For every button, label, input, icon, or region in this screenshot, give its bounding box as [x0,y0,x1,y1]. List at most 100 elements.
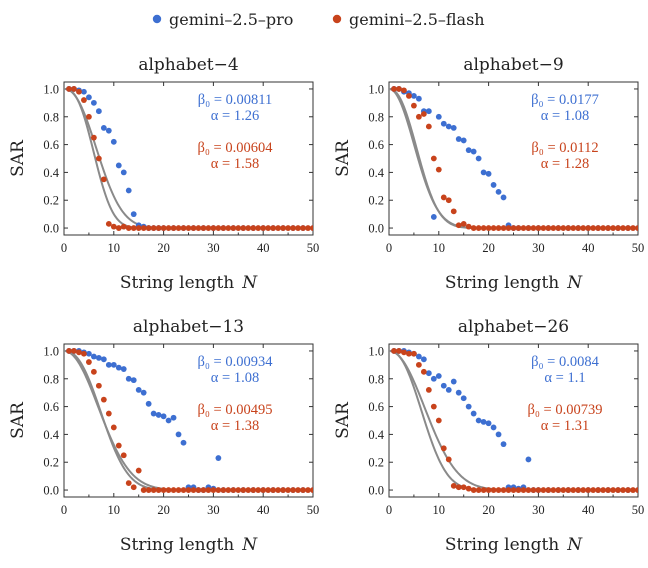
data-point [600,225,607,231]
fit-alpha-label-flash: α = 1.28 [541,156,589,172]
data-point [71,348,77,354]
data-point [110,138,117,145]
panel-title: alphabet−9 [463,55,563,75]
data-point [605,487,612,493]
data-point [585,225,592,231]
data-point [545,487,552,493]
data-point [81,350,87,357]
data-point [165,225,172,231]
data-point [275,487,282,493]
data-point [150,410,157,417]
data-point [210,225,217,231]
series-pro [391,86,638,231]
panel-title: alphabet−4 [138,55,238,75]
x-tick-label: 10 [108,503,121,517]
fit-alpha-label-flash: α = 1.58 [211,156,259,172]
legend-marker-pro [152,14,162,24]
fit-alpha-label-pro: α = 1.08 [541,108,589,124]
x-axis-label-text: String length [120,273,234,293]
data-point [305,225,311,231]
data-point [485,420,492,427]
data-point [580,487,587,493]
data-point [140,225,147,231]
data-point [465,223,472,230]
data-point [475,225,482,231]
fit-beta-label-flash: β₀ = 0.00495 [198,402,273,418]
series-flash [391,86,638,231]
plot-area [389,348,638,493]
data-point [295,225,301,231]
x-tick-label: 50 [632,241,645,255]
data-point [540,225,547,231]
data-point [495,431,502,438]
data-point [401,349,407,356]
data-point [245,225,252,231]
data-point [160,225,167,231]
fit-alpha-label-flash: α = 1.38 [211,418,259,434]
data-point [490,182,497,188]
data-point [160,413,167,420]
x-tick-label: 20 [157,503,170,517]
data-point [155,225,162,231]
fit-alpha-label-flash: α = 1.31 [541,418,589,434]
data-point [105,361,112,368]
x-tick-label: 50 [307,241,320,255]
data-point [406,93,412,99]
data-point [500,194,507,201]
fit-beta-label-flash: β₀ = 0.00739 [528,402,603,418]
data-point [430,375,437,382]
plot-frame [388,81,639,236]
data-point [81,88,87,95]
y-tick-label: 0.4 [368,428,384,442]
x-tick-label: 0 [386,503,392,517]
data-point [430,214,437,220]
x-tick-label: 40 [257,241,270,255]
x-axis-label: String length N [120,535,258,555]
data-point [490,225,497,231]
data-point [160,487,167,493]
data-point [81,97,87,103]
data-point [445,456,452,463]
data-point [440,382,447,389]
data-point [620,225,626,231]
data-point [165,487,172,493]
x-tick-label: 0 [61,241,67,255]
data-point [145,225,152,231]
data-point [625,487,631,493]
data-point [475,155,482,162]
data-point [260,487,267,493]
x-axis-label-var: N [241,273,258,293]
y-tick-label: 0.8 [43,372,59,386]
data-point [120,169,127,176]
data-point [125,187,132,194]
plot-area [64,86,313,231]
data-point [125,480,132,486]
data-point [411,102,417,109]
data-point [240,225,247,231]
data-point [490,487,497,493]
data-point [90,368,97,375]
data-point [605,225,612,231]
data-point [425,123,432,130]
panel-title: alphabet−26 [458,317,569,337]
data-point [100,176,107,183]
data-point [465,403,472,410]
data-point [485,487,492,493]
data-point [115,162,122,169]
data-point [595,225,602,231]
data-point [480,169,487,176]
data-point [440,120,447,127]
data-point [260,225,267,231]
data-point [515,487,522,493]
data-point [575,487,582,493]
data-point [280,225,287,231]
data-point [411,350,417,357]
data-point [515,225,522,231]
plot-frame [388,343,639,498]
data-point [435,166,442,173]
data-point [290,225,296,231]
fit-curve-pro [64,349,313,492]
data-point [220,225,227,231]
data-point [435,417,442,424]
x-axis-label-var: N [241,535,258,555]
